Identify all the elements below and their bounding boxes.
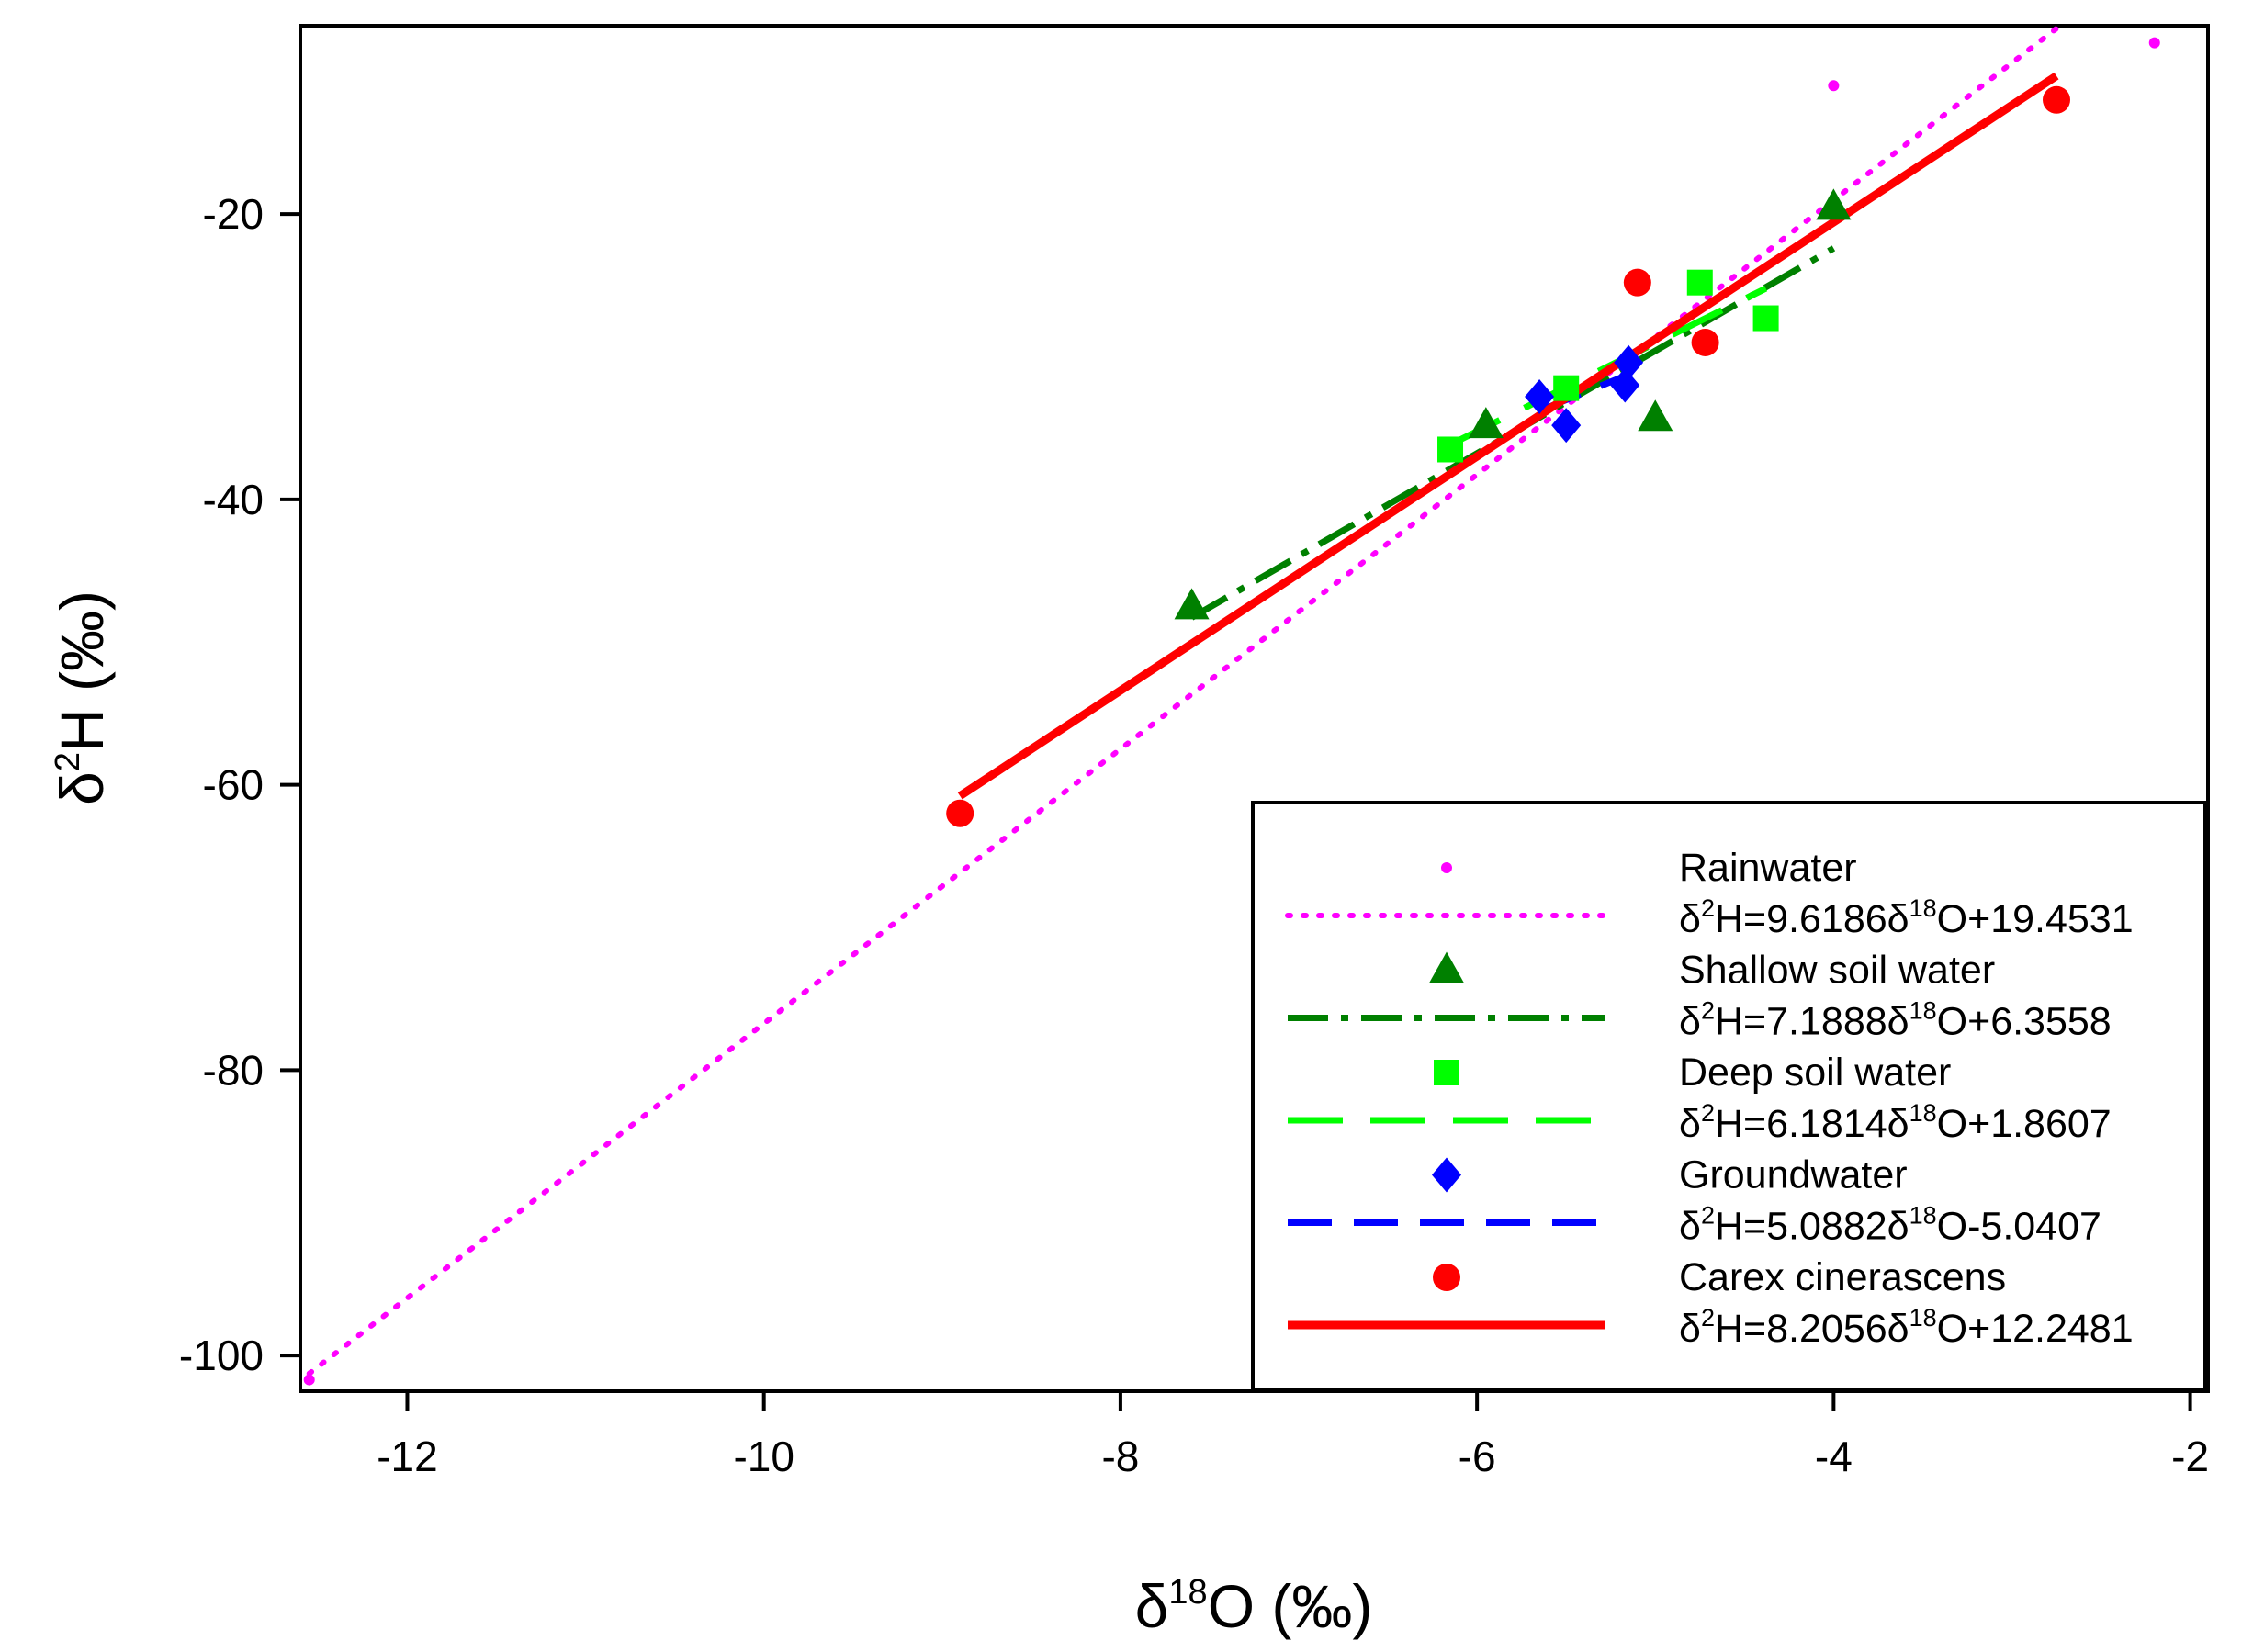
point-deep bbox=[1437, 436, 1464, 463]
legend-label-carex: Carex cinerascens bbox=[1679, 1255, 2006, 1299]
y-tick-label: -80 bbox=[203, 1046, 264, 1094]
y-axis-title: δ2H (‰) bbox=[48, 590, 116, 805]
x-tick-label: -2 bbox=[2171, 1433, 2209, 1480]
legend-label-ground: Groundwater bbox=[1679, 1153, 1908, 1197]
legend-equation-carex: δ2H=8.2056δ18O+12.2481 bbox=[1679, 1304, 2134, 1351]
point-ground bbox=[1610, 367, 1640, 403]
x-tick-label: -10 bbox=[733, 1433, 794, 1480]
fit-line-rain bbox=[306, 26, 2065, 1377]
legend-equation-ground: δ2H=5.0882δ18O-5.0407 bbox=[1679, 1202, 2101, 1249]
legend-equation-deep: δ2H=6.1814δ18O+1.8607 bbox=[1679, 1099, 2112, 1146]
point-ground bbox=[1551, 408, 1582, 444]
data-points bbox=[303, 37, 2160, 1386]
legend-marker-shallow bbox=[1429, 951, 1464, 983]
point-shallow bbox=[1816, 188, 1852, 220]
point-deep bbox=[1686, 269, 1713, 296]
point-deep bbox=[1752, 305, 1779, 332]
point-shallow bbox=[1174, 588, 1210, 620]
fit-line-carex bbox=[957, 72, 2059, 800]
point-carex bbox=[1623, 268, 1651, 297]
legend-box bbox=[1251, 801, 2207, 1392]
point-rain bbox=[1828, 80, 1840, 92]
legend-equation-rain: δ2H=9.6186δ18O+19.4531 bbox=[1679, 894, 2134, 941]
x-tick-label: -12 bbox=[377, 1433, 437, 1480]
x-axis-title: δ18O (‰) bbox=[1135, 1572, 1373, 1640]
legend-marker-ground bbox=[1432, 1157, 1461, 1193]
legend-label-rain: Rainwater bbox=[1679, 846, 1857, 890]
x-tick-label: -8 bbox=[1101, 1433, 1139, 1480]
point-ground bbox=[1525, 378, 1555, 414]
point-shallow bbox=[1468, 407, 1504, 439]
x-tick-label: -4 bbox=[1815, 1433, 1853, 1480]
legend-label-shallow: Shallow soil water bbox=[1679, 949, 1995, 993]
x-tick-label: -6 bbox=[1459, 1433, 1496, 1480]
point-rain bbox=[303, 1374, 315, 1386]
y-tick-label: -100 bbox=[179, 1332, 264, 1379]
point-deep bbox=[1553, 375, 1580, 401]
y-tick-label: -60 bbox=[203, 761, 264, 809]
point-rain bbox=[2148, 37, 2160, 49]
point-ground bbox=[1614, 344, 1644, 380]
point-carex bbox=[1691, 328, 1719, 356]
legend-equation-shallow: δ2H=7.1888δ18O+6.3558 bbox=[1679, 997, 2112, 1044]
legend-marker-carex bbox=[1433, 1264, 1460, 1291]
legend-label-deep: Deep soil water bbox=[1679, 1051, 1951, 1095]
y-tick-label: -20 bbox=[203, 190, 264, 238]
point-carex bbox=[946, 799, 974, 827]
legend-marker-deep bbox=[1434, 1060, 1459, 1085]
point-carex bbox=[2043, 85, 2071, 114]
y-tick-label: -40 bbox=[203, 476, 264, 523]
fit-lines bbox=[306, 26, 2065, 1377]
point-shallow bbox=[1638, 399, 1673, 432]
legend-marker-rain bbox=[1441, 862, 1452, 873]
